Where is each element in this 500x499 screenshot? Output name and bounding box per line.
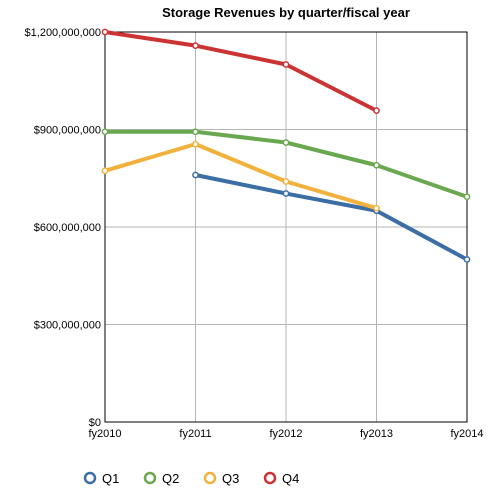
data-point bbox=[282, 139, 290, 146]
series-line bbox=[103, 30, 379, 113]
data-point bbox=[101, 167, 109, 175]
data-point bbox=[373, 107, 380, 115]
data-point bbox=[101, 128, 109, 136]
series-line bbox=[193, 173, 469, 262]
legend-item-q1: Q1 bbox=[83, 471, 119, 486]
grid bbox=[104, 31, 468, 423]
legend-marker bbox=[83, 471, 97, 485]
legend-marker bbox=[203, 471, 217, 485]
legend-item-q2: Q2 bbox=[143, 471, 179, 486]
data-point bbox=[192, 128, 199, 136]
series-line bbox=[103, 142, 379, 211]
series-q2 bbox=[101, 128, 471, 201]
series-q4 bbox=[101, 28, 380, 115]
data-point bbox=[282, 61, 290, 68]
y-tick-label: $300,000,000 bbox=[34, 320, 101, 332]
legend-marker bbox=[263, 471, 277, 485]
series-group bbox=[101, 28, 471, 263]
legend-label: Q4 bbox=[282, 471, 299, 486]
data-point bbox=[192, 171, 199, 179]
x-tick-label: fy2013 bbox=[360, 428, 393, 440]
y-tick-label: $600,000,000 bbox=[34, 222, 101, 234]
data-point bbox=[192, 42, 199, 50]
legend-label: Q1 bbox=[102, 471, 119, 486]
data-point bbox=[192, 140, 199, 148]
data-point bbox=[463, 256, 471, 263]
legend-item-q4: Q4 bbox=[263, 471, 299, 486]
legend: Q1 Q2 Q3 Q4 bbox=[83, 471, 299, 486]
plot-border bbox=[104, 31, 468, 423]
series-q1 bbox=[192, 171, 471, 263]
data-point bbox=[282, 190, 290, 197]
data-point bbox=[101, 28, 109, 36]
x-tick-label: fy2014 bbox=[450, 428, 483, 440]
y-tick-label: $900,000,000 bbox=[34, 125, 101, 137]
y-tick-label: $0 bbox=[89, 417, 101, 429]
data-point bbox=[282, 178, 290, 185]
legend-label: Q3 bbox=[222, 471, 239, 486]
data-point bbox=[373, 204, 380, 212]
series-q3 bbox=[101, 140, 380, 212]
legend-label: Q2 bbox=[162, 471, 179, 486]
x-tick-label: fy2010 bbox=[88, 428, 121, 440]
chart-title: Storage Revenues by quarter/fiscal year bbox=[162, 5, 410, 20]
legend-item-q3: Q3 bbox=[203, 471, 239, 486]
y-tick-label: $1,200,000,000 bbox=[25, 27, 101, 39]
data-point bbox=[373, 161, 380, 169]
data-point bbox=[463, 193, 471, 201]
x-tick-label: fy2011 bbox=[179, 428, 211, 440]
legend-marker bbox=[143, 471, 157, 485]
axes: $0 $300,000,000 $600,000,000 $900,000,000 $1… bbox=[25, 27, 484, 440]
x-tick-label: fy2012 bbox=[269, 428, 302, 440]
